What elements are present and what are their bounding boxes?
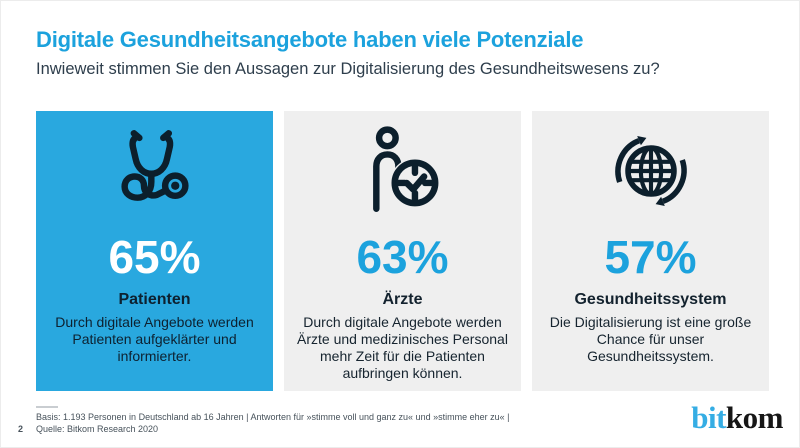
page-title: Digitale Gesundheitsangebote haben viele…: [36, 27, 584, 52]
card-patienten: 65% Patienten Durch digitale Angebote we…: [36, 111, 273, 391]
header: Digitale Gesundheitsangebote haben viele…: [36, 27, 776, 79]
stat-description: Durch digitale Angebote werden Patienten…: [55, 314, 254, 365]
globe-sync-icon: [543, 125, 758, 221]
page-number: 2: [18, 424, 24, 434]
stethoscope-icon: [47, 125, 262, 221]
card-gesundheitssystem: 57% Gesundheitssystem Die Digitalisierun…: [532, 111, 769, 391]
stat-label: Ärzte: [382, 291, 423, 308]
bitkom-logo: bitkom: [691, 402, 783, 433]
stat-value: 57%: [604, 231, 697, 283]
source-note: Quelle: Bitkom Research 2020: [36, 424, 159, 434]
stat-label: Patienten: [118, 291, 191, 308]
stat-label: Gesundheitssystem: [574, 291, 727, 308]
stat-value: 63%: [356, 231, 449, 283]
card-aerzte: 63% Ärzte Durch digitale Angebote werden…: [284, 111, 521, 391]
stat-description: Die Digitalisierung ist eine große Chanc…: [549, 314, 752, 365]
logo-text-kom: kom: [725, 400, 784, 435]
logo-text-bit: bit: [691, 400, 726, 435]
stat-description: Durch digitale Angebote werden Ärzte und…: [297, 314, 508, 382]
stat-value: 65%: [108, 231, 201, 283]
basis-note: Basis: 1.193 Personen in Deutschland ab …: [36, 412, 510, 422]
page-subtitle: Inwieweit stimmen Sie den Aussagen zur D…: [36, 60, 660, 78]
stat-cards: 65% Patienten Durch digitale Angebote we…: [36, 111, 769, 391]
person-clock-icon: [295, 125, 510, 221]
footer-rule: [36, 406, 58, 408]
